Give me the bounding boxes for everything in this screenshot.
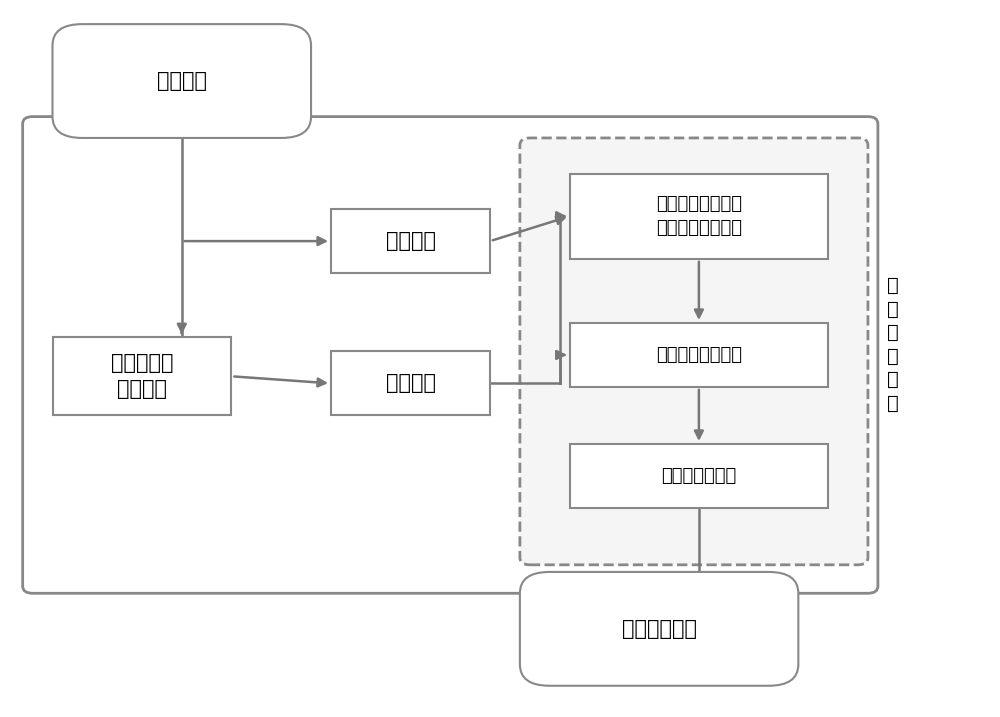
FancyBboxPatch shape	[331, 209, 490, 273]
FancyBboxPatch shape	[53, 337, 231, 415]
FancyBboxPatch shape	[570, 174, 828, 259]
FancyBboxPatch shape	[23, 117, 878, 593]
FancyBboxPatch shape	[570, 444, 828, 508]
Text: 血管图像: 血管图像	[386, 374, 436, 394]
Text: 输出血管轮廓: 输出血管轮廓	[622, 619, 697, 639]
Text: 灰度图像: 灰度图像	[386, 231, 436, 251]
FancyBboxPatch shape	[331, 351, 490, 415]
Text: 基于多特征的局部
高斯拟合能量泛函: 基于多特征的局部 高斯拟合能量泛函	[656, 196, 742, 237]
Text: 变分水平集求解: 变分水平集求解	[661, 467, 737, 485]
FancyBboxPatch shape	[520, 138, 868, 565]
FancyBboxPatch shape	[53, 24, 311, 138]
FancyBboxPatch shape	[520, 572, 798, 685]
FancyBboxPatch shape	[570, 323, 828, 387]
Text: 血管提取正则化项: 血管提取正则化项	[656, 346, 742, 364]
Text: 活
动
轮
廓
模
型: 活 动 轮 廓 模 型	[887, 276, 899, 412]
Text: 局部相位的
血管增强: 局部相位的 血管增强	[111, 353, 173, 399]
Text: 输入图像: 输入图像	[157, 71, 207, 91]
